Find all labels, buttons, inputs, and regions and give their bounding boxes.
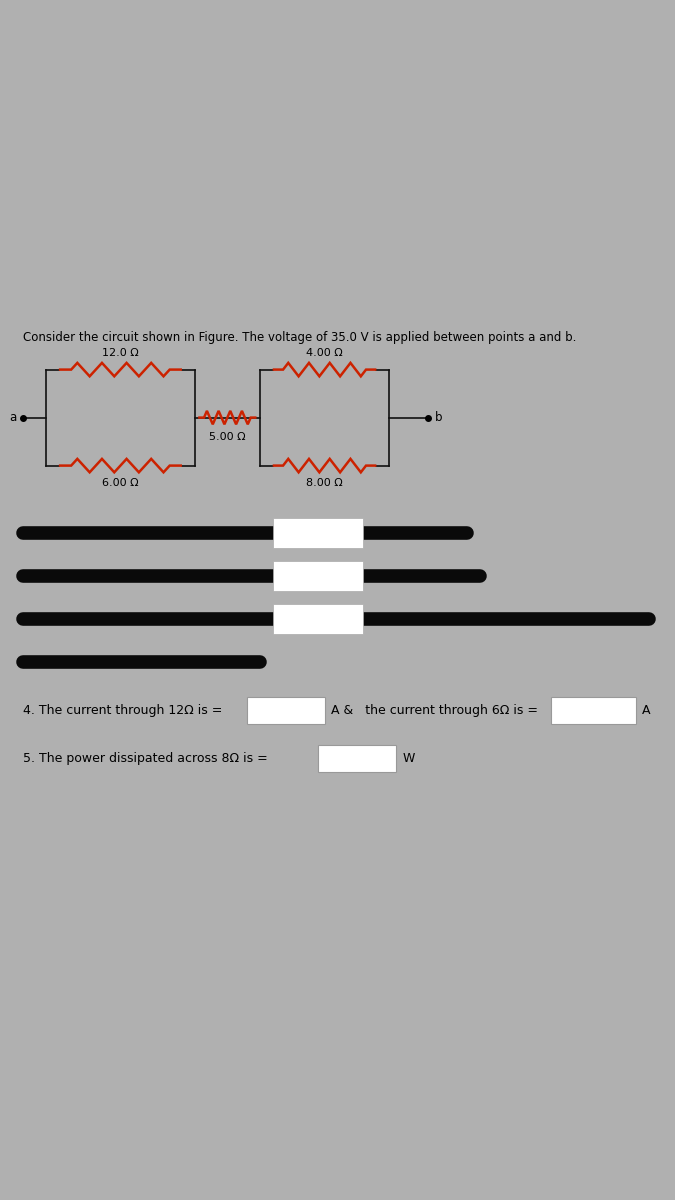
Text: 4. The current through 12Ω is =: 4. The current through 12Ω is = (23, 704, 223, 716)
FancyBboxPatch shape (551, 697, 636, 724)
FancyBboxPatch shape (247, 697, 325, 724)
Text: Consider the circuit shown in Figure. The voltage of 35.0 V is applied between p: Consider the circuit shown in Figure. Th… (23, 331, 576, 344)
Text: 6.00 Ω: 6.00 Ω (102, 478, 139, 487)
FancyBboxPatch shape (273, 604, 363, 635)
Text: 12.0 Ω: 12.0 Ω (102, 348, 139, 358)
Text: b: b (435, 412, 442, 424)
Text: A &   the current through 6Ω is =: A & the current through 6Ω is = (331, 704, 538, 716)
Text: 5. The power dissipated across 8Ω is =: 5. The power dissipated across 8Ω is = (23, 752, 268, 764)
Text: 5.00 Ω: 5.00 Ω (209, 432, 246, 442)
Text: a: a (9, 412, 17, 424)
Text: A: A (642, 704, 651, 716)
FancyBboxPatch shape (318, 745, 396, 772)
Text: 4.00 Ω: 4.00 Ω (306, 348, 343, 358)
Text: 8.00 Ω: 8.00 Ω (306, 478, 343, 487)
Text: W: W (402, 752, 414, 764)
FancyBboxPatch shape (273, 560, 363, 592)
FancyBboxPatch shape (273, 517, 363, 548)
